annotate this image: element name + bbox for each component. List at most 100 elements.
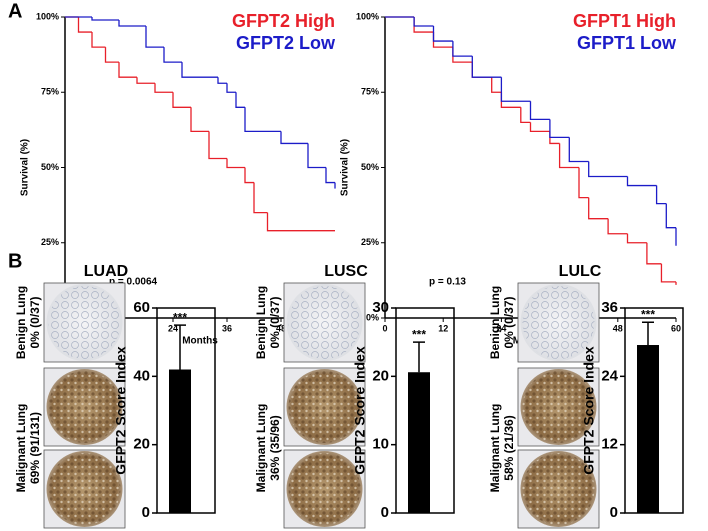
survival-step <box>646 242 662 265</box>
image-label: Benign Lung <box>14 286 28 359</box>
survival-step <box>226 158 245 169</box>
image-label: Benign Lung <box>254 286 268 359</box>
y-axis-label: GFPT2 Score Index <box>352 346 368 475</box>
survival-step <box>266 212 335 232</box>
tissue-texture <box>288 286 361 359</box>
error-bar <box>642 321 654 346</box>
y-tick-label: 50% <box>41 162 59 172</box>
image-label: Benign Lung <box>488 286 502 359</box>
survival-step <box>432 32 453 48</box>
x-tick-label: 48 <box>613 323 623 333</box>
y-axis-label: Survival (%) <box>340 139 351 196</box>
survival-step <box>626 233 647 244</box>
survival-step <box>172 92 191 108</box>
x-tick-label: 12 <box>438 323 448 333</box>
survival-step <box>452 47 473 63</box>
survival-step <box>163 47 182 63</box>
image-label: 58% (21/36) <box>502 415 516 480</box>
x-tick-label: 60 <box>671 323 681 333</box>
survival-step <box>226 83 236 93</box>
survival-step <box>491 77 502 93</box>
survival-step <box>500 92 521 108</box>
y-tick-label: 40 <box>133 367 150 384</box>
tissue-texture <box>48 453 121 525</box>
survival-step <box>145 26 164 48</box>
survival-step <box>136 77 155 84</box>
x-tick-label: 0 <box>382 323 387 333</box>
survival-step <box>118 62 137 78</box>
panel-title: LUAD <box>84 263 128 280</box>
error-bar <box>174 324 186 370</box>
legend-entry: GFPT2 Low <box>236 33 336 53</box>
tissue-texture <box>522 286 595 359</box>
y-tick-label: 0% <box>366 312 379 322</box>
survival-step <box>520 107 531 123</box>
legend-entry: GFPT2 High <box>232 11 335 31</box>
y-axis-label: GFPT2 Score Index <box>113 346 129 475</box>
image-label: Malignant Lung <box>254 404 268 493</box>
y-tick-label: 36 <box>601 299 618 316</box>
significance: *** <box>641 307 655 321</box>
panel-label: A <box>8 0 22 22</box>
bar <box>169 369 191 513</box>
y-tick-label: 30 <box>372 299 389 316</box>
image-label: Malignant Lung <box>14 404 28 493</box>
y-tick-label: 0 <box>142 504 150 521</box>
legend-entry: GFPT1 High <box>573 11 676 31</box>
survival-step <box>413 17 434 27</box>
y-tick-label: 24 <box>601 367 618 384</box>
survival-step <box>244 167 254 184</box>
survival-step <box>471 56 502 78</box>
image-label: 69% (91/131) <box>28 412 42 484</box>
survival-step <box>568 137 589 163</box>
panel-label: B <box>8 250 22 272</box>
image-label: 0% (0/37) <box>28 296 42 348</box>
panel-title: LUSC <box>324 263 368 280</box>
survival-step <box>307 143 326 169</box>
y-tick-label: 75% <box>361 87 379 97</box>
survival-step <box>217 77 227 84</box>
survival-step <box>529 122 550 133</box>
y-tick-label: 20 <box>133 436 150 453</box>
survival-step <box>244 107 281 133</box>
tissue-texture <box>48 286 121 359</box>
y-tick-label: 25% <box>41 237 59 247</box>
y-axis-label: Survival (%) <box>20 139 31 196</box>
survival-step <box>626 176 657 187</box>
survival-step <box>432 26 453 42</box>
image-label: 0% (0/37) <box>502 296 516 348</box>
tissue-texture <box>522 371 595 443</box>
survival-step <box>413 17 434 33</box>
survival-step <box>208 131 227 160</box>
x-tick-label: 24 <box>168 323 178 333</box>
y-tick-label: 0 <box>610 504 618 521</box>
survival-step <box>181 62 218 78</box>
survival-step <box>500 77 531 102</box>
y-tick-label: 0 <box>381 504 389 521</box>
bar <box>637 345 659 513</box>
y-tick-label: 50% <box>361 162 379 172</box>
survival-step <box>452 41 473 57</box>
survival-step <box>325 167 335 184</box>
y-axis-label: GFPT2 Score Index <box>581 346 597 475</box>
survival-step <box>190 107 209 133</box>
y-tick-label: 10 <box>372 436 389 453</box>
annotation: p = 0.0064 <box>109 277 158 288</box>
image-label: 36% (35/96) <box>268 415 282 480</box>
survival-step <box>607 218 628 235</box>
tissue-texture <box>288 371 361 443</box>
survival-step <box>118 20 146 27</box>
x-tick-label: 24 <box>496 323 506 333</box>
survival-step <box>588 197 609 220</box>
survival-step <box>235 92 245 108</box>
survival-step <box>529 101 550 120</box>
survival-step <box>91 32 106 48</box>
survival-step <box>154 83 173 93</box>
survival-step <box>558 143 579 169</box>
survival-step <box>104 47 119 63</box>
y-tick-label: 100% <box>36 11 59 21</box>
error-bar <box>413 341 425 373</box>
bar <box>408 372 430 513</box>
survival-step <box>578 167 589 199</box>
